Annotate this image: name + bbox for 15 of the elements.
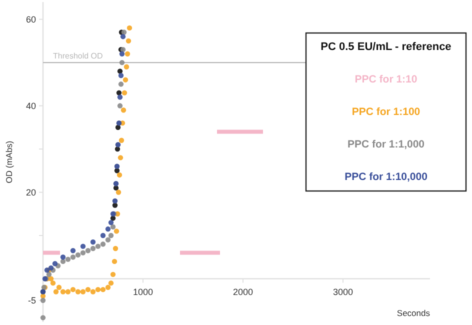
ref-line-label: Threshold OD	[53, 52, 104, 61]
x-axis-title: Seconds	[396, 308, 430, 318]
y-axis-title: OD (mAbs)	[4, 140, 14, 184]
text: PC 0.5 EU/mL - reference	[320, 41, 452, 53]
y-tick-label: 60	[26, 14, 36, 24]
y-tick-label: -5	[28, 295, 36, 306]
text: PPC for 1:1,000	[347, 138, 425, 150]
text: PPC for 1:10	[354, 74, 418, 86]
y-tick-label: 40	[26, 100, 36, 111]
text: PPC for 1:10,000	[344, 171, 428, 183]
x-tick-label: 2000	[232, 286, 254, 297]
x-tick-label: 3000	[332, 286, 354, 297]
x-tick-label: 1000	[132, 286, 154, 297]
text: PPC for 1:100	[352, 106, 420, 118]
y-tick-label: 20	[26, 187, 36, 198]
